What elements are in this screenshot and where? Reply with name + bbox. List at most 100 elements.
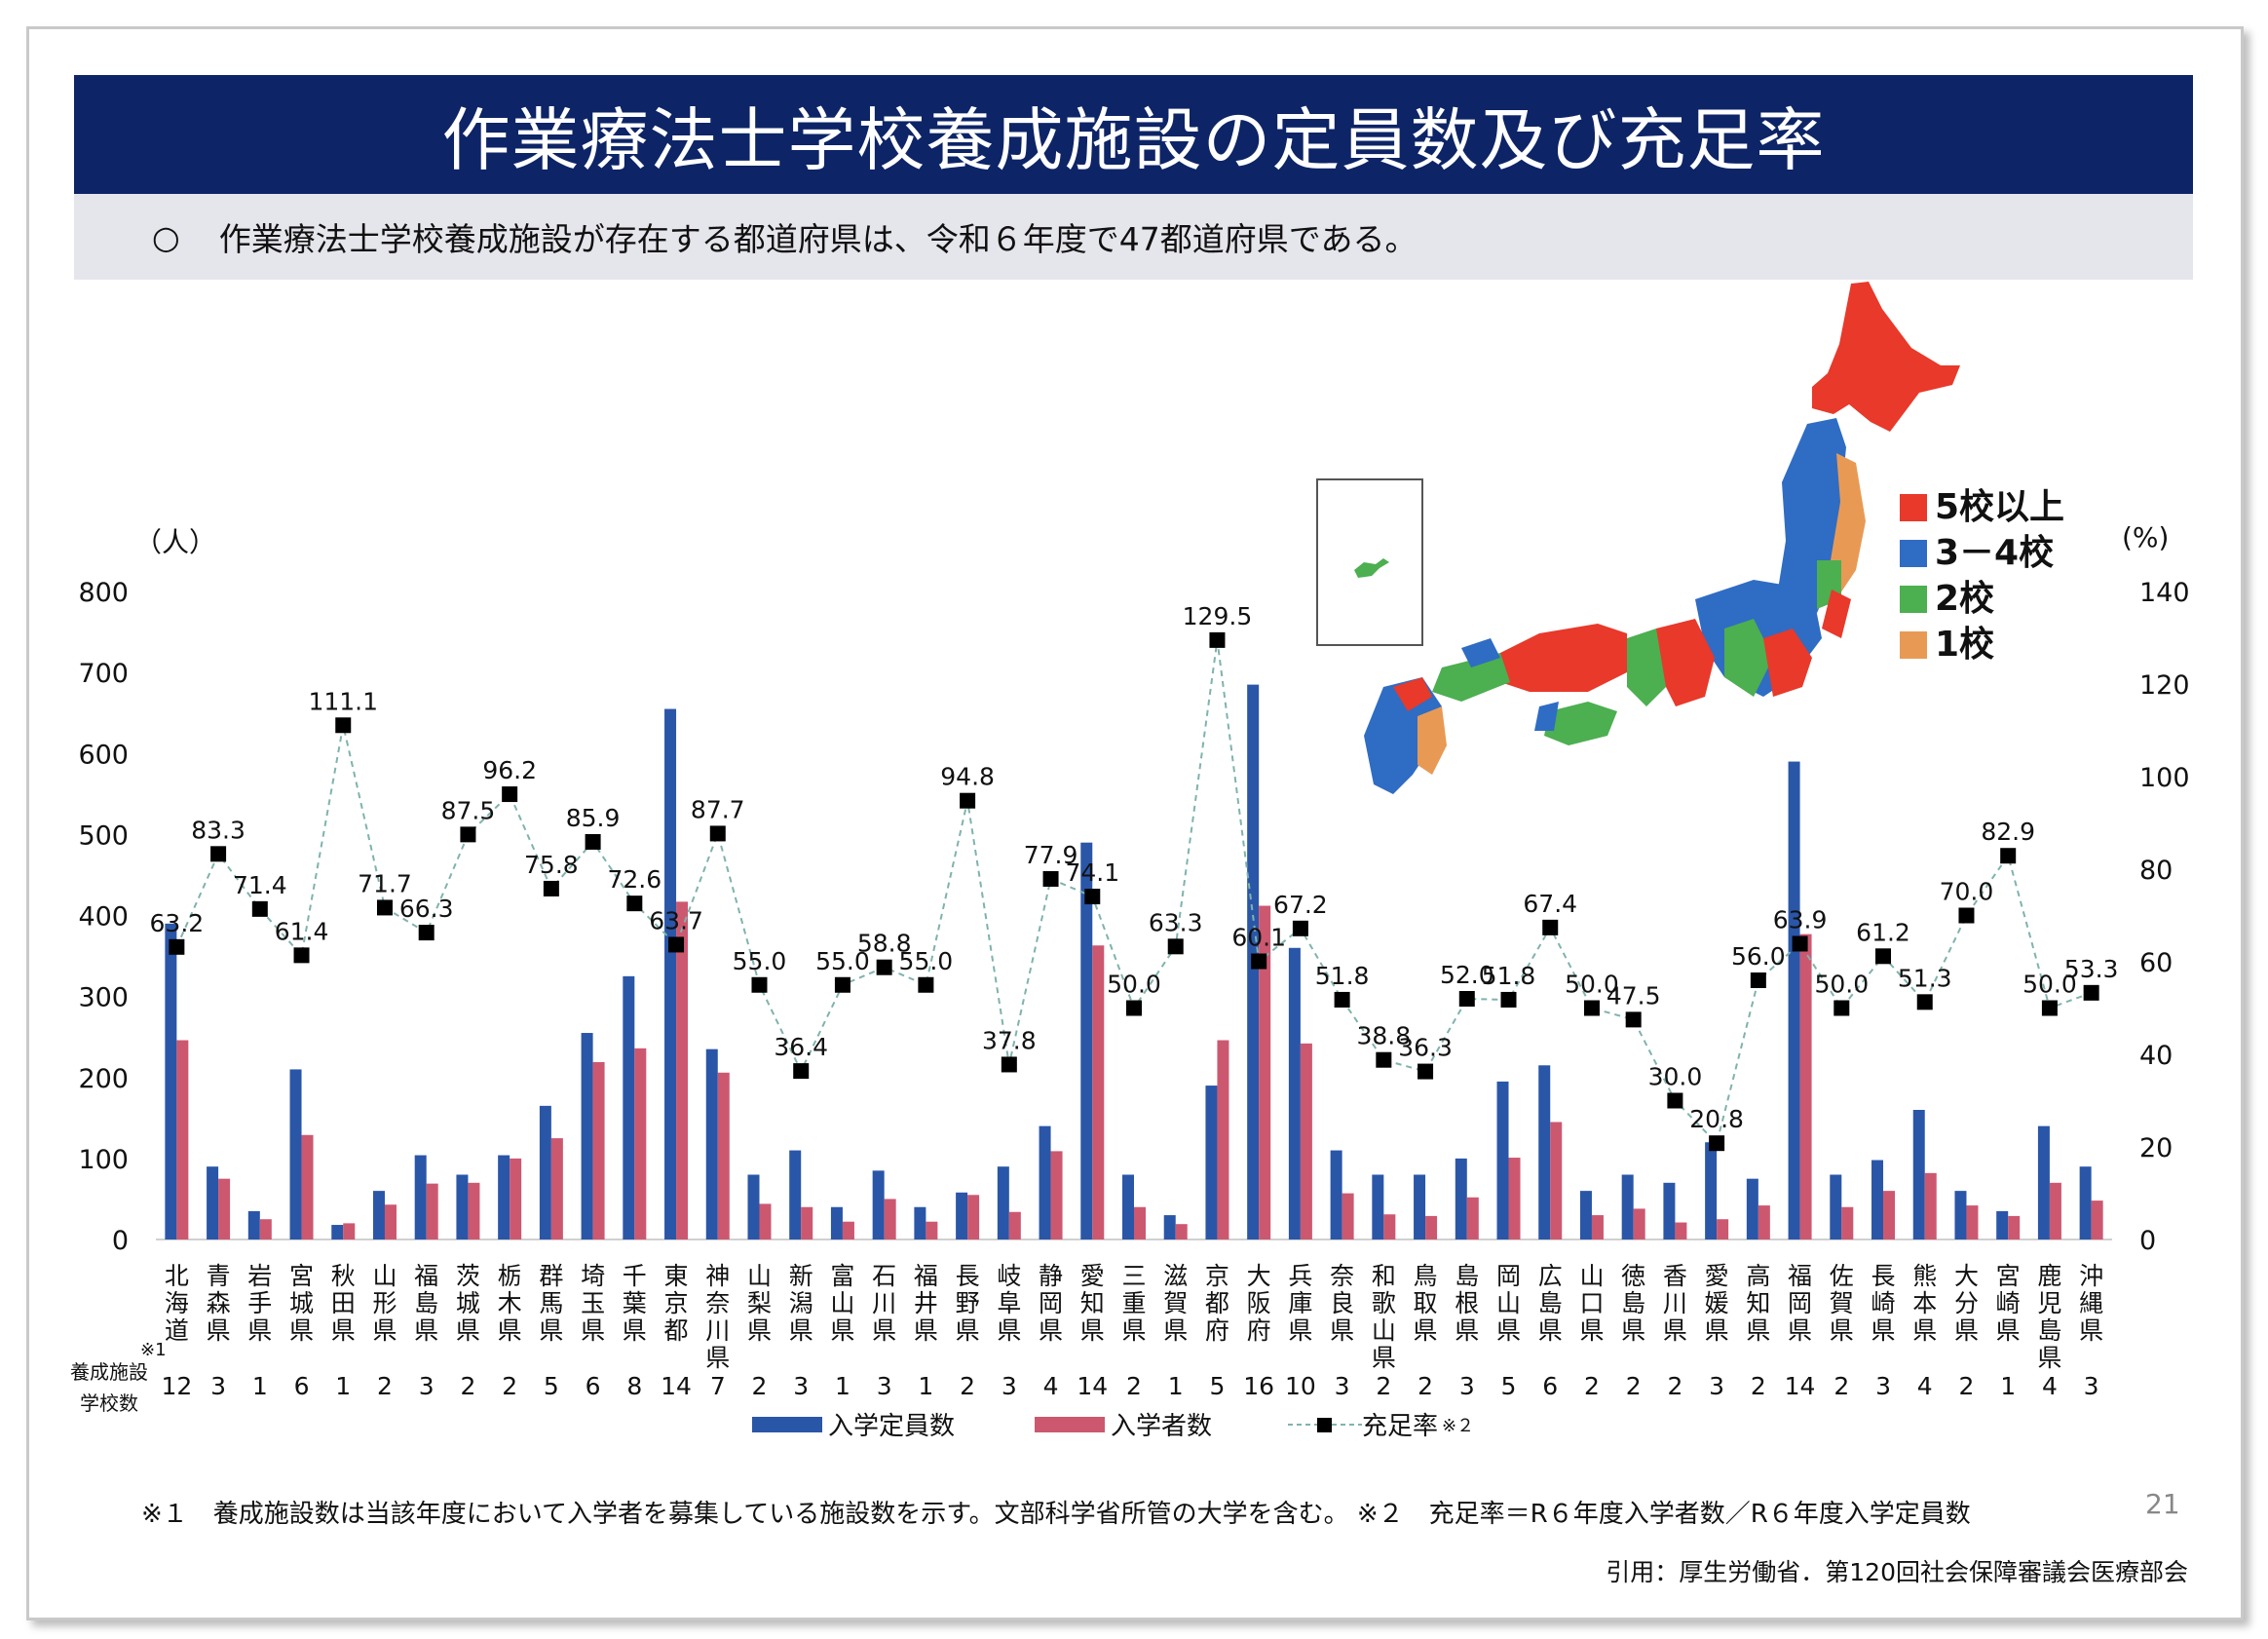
slide-frame [26, 26, 2244, 1620]
enrolled-bar [1342, 1193, 1354, 1239]
school-count-value: 3 [1334, 1372, 1350, 1400]
rate-data-label: 50.0 [1814, 971, 1869, 999]
enrolled-bar [1175, 1224, 1188, 1239]
school-count-value: 2 [1418, 1372, 1434, 1400]
school-count-value: 2 [1750, 1372, 1766, 1400]
category-label: 京都府 [1204, 1262, 1229, 1345]
capacity-bar [247, 1210, 260, 1239]
category-label: 石川県 [872, 1262, 897, 1345]
capacity-bar [1288, 947, 1301, 1239]
category-label: 島根県 [1455, 1262, 1480, 1345]
enrolled-bar [1799, 934, 1812, 1239]
left-tick-label: 0 [112, 1226, 129, 1256]
capacity-bar [1788, 761, 1800, 1239]
category-label: 長野県 [955, 1262, 980, 1345]
enrolled-bar [1758, 1205, 1770, 1239]
category-label: 茨城県 [455, 1262, 480, 1345]
capacity-bar [2079, 1166, 2092, 1239]
capacity-bar [1039, 1125, 1051, 1239]
school-count-value: 2 [751, 1372, 768, 1400]
rate-marker [1792, 935, 1808, 952]
rate-marker [876, 959, 892, 975]
rate-marker [1833, 1000, 1850, 1016]
enrolled-bar [926, 1221, 938, 1239]
enrolled-bar [1550, 1122, 1563, 1239]
rate-marker [1167, 938, 1184, 955]
school-count-value: 2 [1625, 1372, 1642, 1400]
category-label: 新潟県 [788, 1262, 813, 1345]
capacity-bar [1746, 1178, 1758, 1239]
rate-data-label: 96.2 [482, 756, 537, 784]
rate-data-label: 75.8 [524, 851, 579, 879]
rate-data-label: 38.8 [1357, 1022, 1412, 1050]
school-count-value: 7 [709, 1372, 726, 1400]
category-label: 福岡県 [1788, 1262, 1813, 1345]
legend-swatch-icon [1035, 1416, 1105, 1432]
rate-marker [1709, 1135, 1725, 1152]
school-count-value: 2 [1584, 1372, 1600, 1400]
map-legend: 5校以上 3－4校 2校 1校 [1900, 484, 2064, 667]
rate-data-label: 66.3 [399, 895, 454, 923]
enrolled-bar [842, 1221, 854, 1239]
category-label: 群馬県 [539, 1262, 564, 1345]
category-label: 鳥取県 [1413, 1262, 1438, 1345]
capacity-bar [498, 1155, 510, 1239]
enrolled-bar [2049, 1182, 2061, 1239]
rate-marker [1875, 948, 1892, 965]
enrolled-bar [1675, 1222, 1687, 1239]
school-count-value: 2 [1376, 1372, 1392, 1400]
enrolled-bar [1008, 1211, 1021, 1239]
category-label: 沖縄県 [2079, 1262, 2104, 1345]
right-tick-label: 120 [2139, 670, 2190, 701]
rate-marker [2041, 1000, 2058, 1016]
rate-data-label: 61.2 [1856, 918, 1910, 946]
shikoku-shape [1544, 702, 1617, 745]
rate-data-label: 67.2 [1273, 891, 1328, 919]
rate-marker [834, 976, 850, 993]
rate-marker [1376, 1051, 1392, 1068]
school-count-value: 1 [2000, 1372, 2017, 1400]
capacity-bar [1996, 1210, 2009, 1239]
line-marker-icon [1288, 1417, 1362, 1432]
enrolled-bar [1425, 1215, 1438, 1239]
map-legend-item: 3－4校 [1900, 530, 2064, 576]
rate-data-label: 51.8 [1482, 962, 1536, 990]
school-count-value: 4 [1042, 1372, 1059, 1400]
left-tick-label: 500 [78, 820, 129, 851]
rate-marker [1750, 972, 1766, 988]
rate-marker [169, 938, 185, 955]
category-label: 福島県 [414, 1262, 439, 1345]
rate-data-label: 87.5 [441, 796, 496, 824]
enrolled-bar [1883, 1191, 1896, 1239]
legend-note: ※２ [1442, 1415, 1475, 1436]
category-label: 大分県 [1953, 1262, 1979, 1345]
category-label: 徳島県 [1621, 1262, 1646, 1345]
rate-data-label: 111.1 [308, 687, 378, 715]
enrolled-bar [1717, 1219, 1729, 1239]
rate-marker [335, 717, 352, 734]
school-count-value: 2 [960, 1372, 976, 1400]
category-label: 山口県 [1579, 1262, 1605, 1345]
capacity-bar [623, 975, 635, 1239]
right-tick-label: 100 [2139, 763, 2190, 793]
right-tick-label: 0 [2139, 1226, 2156, 1256]
miyazaki-shape [1418, 706, 1447, 775]
rate-data-label: 71.7 [358, 869, 412, 897]
rate-marker [1958, 907, 1975, 924]
school-count-value: 6 [293, 1372, 310, 1400]
enrolled-bar [1466, 1197, 1479, 1239]
kinki-chugoku-shape [1500, 624, 1627, 692]
enrolled-bar [550, 1138, 563, 1239]
capacity-bar [1414, 1174, 1426, 1239]
capacity-bar [289, 1069, 302, 1239]
school-count-value: 1 [918, 1372, 934, 1400]
rate-data-label: 36.4 [774, 1033, 828, 1061]
left-tick-label: 600 [78, 740, 129, 770]
left-tick-label: 700 [78, 659, 129, 689]
category-label: 静岡県 [1039, 1262, 1064, 1345]
footnote: ※１ 養成施設数は当該年度において入学者を募集している施設数を示す。文部科学省所… [141, 1500, 1971, 1529]
enrolled-bar [259, 1219, 272, 1239]
map-legend-item: 1校 [1900, 622, 2064, 667]
rate-data-label: 71.4 [233, 871, 287, 899]
